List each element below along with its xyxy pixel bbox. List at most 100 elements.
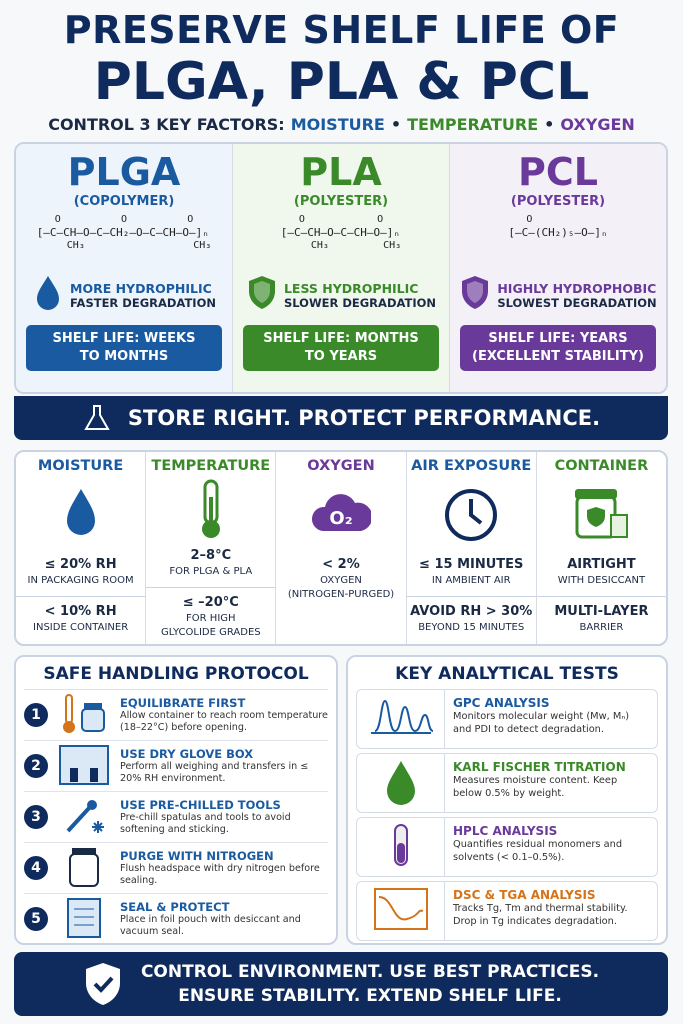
subtitle: CONTROL 3 KEY FACTORS: xyxy=(48,115,285,134)
shelf-line: SHELF LIFE: YEARS xyxy=(488,331,628,346)
condition-icon xyxy=(51,480,111,552)
step-number: 4 xyxy=(24,856,48,880)
step-icon xyxy=(54,693,114,737)
property: HIGHLY HYDROPHOBIC SLOWEST DEGRADATION xyxy=(459,273,657,317)
icon xyxy=(181,477,241,543)
condition-icon xyxy=(441,480,501,552)
step: 5 SEAL & PROTECT Place in foil pouch with … xyxy=(24,893,328,944)
polymer-type: (COPOLYMER) xyxy=(73,194,175,209)
test-description: Tracks Tg, Tm and thermal stability. Dro… xyxy=(453,903,628,927)
condition-value: AIRTIGHT xyxy=(567,557,636,572)
test-description: Measures moisture content. Keep below 0.… xyxy=(453,775,618,799)
condition-block: 2–8°C FOR PLGA & PLA xyxy=(146,543,275,583)
icon-shape xyxy=(378,896,423,921)
step-number: 3 xyxy=(24,805,48,829)
icon-svg xyxy=(63,694,105,733)
step-icon xyxy=(54,744,114,788)
icon-shape xyxy=(92,821,104,833)
condition-block: ≤ 15 MINUTES IN AMBIENT AIR xyxy=(407,552,536,592)
condition-note: BEYOND 15 MINUTES xyxy=(418,622,525,633)
icon-shape xyxy=(208,497,213,527)
condition-note: INSIDE CONTAINER xyxy=(33,622,129,633)
step-title: SEAL & PROTECT xyxy=(120,900,230,914)
handling-panel: SAFE HANDLING PROTOCOL 1 EQUILIBRATE FIRST… xyxy=(14,655,338,945)
icon-shape xyxy=(84,703,102,709)
icon xyxy=(54,844,114,892)
property-text: LESS HYDROPHILIC SLOWER DEGRADATION xyxy=(284,281,436,310)
shelf-life: SHELF LIFE: MONTHS TO YEARS xyxy=(243,325,439,371)
step: 4 PURGE WITH NITROGEN Flush headspace with… xyxy=(24,842,328,893)
icon-shape xyxy=(63,721,75,733)
icon xyxy=(51,483,111,549)
icon-svg xyxy=(373,888,428,930)
condition-note: WITH DESICCANT xyxy=(557,575,646,586)
test-description: Quantifies residual monomers and solvent… xyxy=(453,839,623,863)
condition-value: AVOID RH > 30% xyxy=(410,604,533,619)
property2: SLOWEST DEGRADATION xyxy=(497,295,657,310)
icon xyxy=(54,895,114,943)
step-text: SEAL & PROTECT Place in foil pouch with d… xyxy=(120,900,328,938)
condition-block: < 2% OXYGEN (NITROGEN-PURGED) xyxy=(276,552,405,606)
condition-column: MOISTURE ≤ 20% RH IN PACKAGING ROOM < 10% R… xyxy=(16,452,147,644)
condition-block: ≤ –20°C FOR HIGH GLYCOLIDE GRADES xyxy=(146,587,276,644)
tests-title: KEY ANALYTICAL TESTS xyxy=(395,664,619,684)
icon-svg xyxy=(59,745,109,785)
icon-svg xyxy=(69,848,99,887)
formula-line: [–C–CH–O–C–CH₂–O–C–CH–O–]ₙ xyxy=(36,226,209,239)
icon xyxy=(311,483,373,549)
condition-column: CONTAINER AIRTIGHT WITH DESICCANT MULTI-LAY… xyxy=(536,452,667,644)
icon xyxy=(367,693,435,745)
step-number: 1 xyxy=(24,703,48,727)
icon-shape xyxy=(587,507,606,527)
icon-shape xyxy=(610,514,629,538)
icon xyxy=(367,885,435,937)
condition-note: FOR HIGH xyxy=(186,613,236,624)
separator: • xyxy=(544,115,555,134)
condition-value: ≤ 20% RH xyxy=(44,557,117,572)
step-title: EQUILIBRATE FIRST xyxy=(120,696,246,710)
step-description: Place in foil pouch with desiccant and v… xyxy=(120,914,301,937)
condition-title: MOISTURE xyxy=(37,458,124,474)
factor: TEMPERATURE xyxy=(407,115,539,134)
icon xyxy=(571,483,631,549)
condition-note: BARRIER xyxy=(579,622,624,633)
polymer-type: (POLYESTER) xyxy=(510,194,606,209)
step: 2 USE DRY GLOVE BOX Perform all weighing a… xyxy=(24,740,328,791)
formula-line: CH₃ CH₃ xyxy=(36,240,212,251)
title-line1: PRESERVE SHELF LIFE OF xyxy=(63,8,620,52)
condition-block: AVOID RH > 30% BEYOND 15 MINUTES xyxy=(406,596,536,639)
banner-text: STORE RIGHT. PROTECT PERFORMANCE. xyxy=(127,406,601,430)
icon-shape xyxy=(93,976,114,993)
condition-note: FOR PLGA & PLA xyxy=(169,566,253,577)
polymer-name: PLGA xyxy=(67,150,181,194)
property2: FASTER DEGRADATION xyxy=(70,295,216,310)
property2: SLOWER DEGRADATION xyxy=(283,295,437,310)
step-number: 5 xyxy=(24,907,48,931)
condition-column: OXYGEN O₂ < 2% OXYGEN (NITROGEN-PURGED) xyxy=(276,452,407,644)
icon-shape xyxy=(67,898,101,938)
icon-shape xyxy=(462,276,489,309)
condition-value: 2–8°C xyxy=(190,548,232,563)
property: MORE HYDROPHILIC FASTER DEGRADATION xyxy=(32,273,216,317)
formula-line: O xyxy=(508,214,533,225)
icon-shape xyxy=(66,489,95,535)
polymer-name: PCL xyxy=(518,150,598,194)
icon-shape xyxy=(311,494,373,531)
tests-panel: KEY ANALYTICAL TESTS GPC ANALYSIS Monitors… xyxy=(346,655,668,945)
step-description: Allow container to reach room temperatur… xyxy=(120,710,328,733)
formula-line: CH₃ CH₃ xyxy=(280,240,402,251)
factor: OXYGEN xyxy=(560,115,635,134)
step-title: USE DRY GLOVE BOX xyxy=(120,747,254,761)
conditions-panel: MOISTURE ≤ 20% RH IN PACKAGING ROOM < 10% R… xyxy=(14,450,668,646)
icon-shape xyxy=(70,768,98,782)
shelf-life: SHELF LIFE: WEEKS TO MONTHS xyxy=(26,325,222,371)
test-title: GPC ANALYSIS xyxy=(453,696,550,710)
icon-shape xyxy=(37,276,60,310)
condition-value: ≤ 15 MINUTES xyxy=(419,557,524,572)
formula: O [–C–(CH₂)₅–O–]ₙ xyxy=(508,213,607,267)
footer-text: CONTROL ENVIRONMENT. USE BEST PRACTICES.… xyxy=(141,960,599,1008)
footer: CONTROL ENVIRONMENT. USE BEST PRACTICES.… xyxy=(14,952,668,1016)
condition-title: OXYGEN xyxy=(307,458,375,474)
icon xyxy=(54,793,114,841)
